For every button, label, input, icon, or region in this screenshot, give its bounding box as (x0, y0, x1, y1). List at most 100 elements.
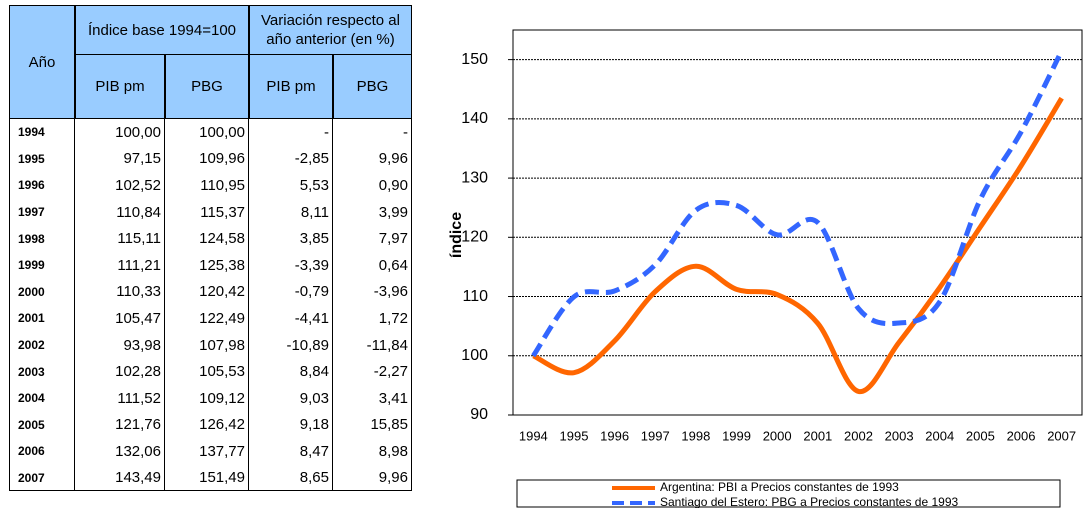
series-line (531, 49, 1064, 358)
year-cell: 2005 (9, 411, 75, 439)
year-cell: 1997 (9, 198, 75, 226)
x-tick-label: 2002 (844, 428, 873, 443)
value-cell: 121,76 (75, 411, 165, 439)
value-cell: 100,00 (75, 119, 165, 146)
year-cell: 2002 (9, 331, 75, 359)
x-tick-label: 2006 (1007, 428, 1036, 443)
value-cell: 105,47 (75, 305, 165, 332)
subheader-cell: PIB pm (75, 54, 165, 119)
year-cell: 1995 (9, 145, 75, 173)
value-cell: 5,53 (249, 172, 333, 199)
value-cell: -10,89 (249, 331, 333, 359)
x-tick-label: 2001 (803, 428, 832, 443)
year-cell: 2001 (9, 305, 75, 332)
value-cell: 7,97 (333, 225, 412, 252)
value-cell: 120,42 (165, 278, 249, 306)
header-cell: Índice base 1994=100 (75, 5, 249, 55)
legend-box (516, 479, 1061, 508)
x-tick-label: 1996 (600, 428, 629, 443)
value-cell: 8,98 (333, 438, 412, 465)
value-cell: - (249, 119, 333, 146)
value-cell: 143,49 (75, 464, 165, 492)
value-cell: 115,11 (75, 225, 165, 252)
value-cell: 110,95 (165, 172, 249, 199)
value-cell: 102,28 (75, 358, 165, 385)
x-tick-label: 2007 (1047, 428, 1076, 443)
value-cell: 8,11 (249, 198, 333, 226)
header-cell: Año (9, 5, 75, 119)
x-tick-label: 1998 (681, 428, 710, 443)
value-cell: -0,79 (249, 278, 333, 306)
value-cell: - (333, 119, 412, 146)
legend-label: Santiago del Estero: PBG a Precios const… (660, 495, 959, 508)
x-tick-label: 2000 (763, 428, 792, 443)
x-tick-label: 2004 (925, 428, 954, 443)
subheader-cell: PBG (165, 54, 249, 119)
value-cell: 124,58 (165, 225, 249, 252)
year-cell: 2006 (9, 438, 75, 465)
value-cell: -11,84 (333, 331, 412, 359)
value-cell: 8,65 (249, 464, 333, 492)
value-cell: 132,06 (75, 438, 165, 465)
y-tick-label: 120 (461, 229, 488, 246)
value-cell: 115,37 (165, 198, 249, 226)
x-tick-label: 1995 (560, 428, 589, 443)
y-tick-label: 100 (461, 347, 488, 364)
value-cell: 122,49 (165, 305, 249, 332)
value-cell: 110,84 (75, 198, 165, 226)
x-tick-label: 1999 (722, 428, 751, 443)
y-tick-label: 90 (470, 406, 488, 423)
value-cell: 102,52 (75, 172, 165, 199)
series-line (532, 96, 1064, 394)
value-cell: -3,39 (249, 252, 333, 279)
value-cell: 8,47 (249, 438, 333, 465)
header-cell: Variación respecto al año anterior (en %… (249, 5, 412, 55)
value-cell: 93,98 (75, 331, 165, 359)
value-cell: 110,33 (75, 278, 165, 306)
y-tick-label: 140 (461, 110, 488, 127)
value-cell: 8,84 (249, 358, 333, 385)
value-cell: 1,72 (333, 305, 412, 332)
value-cell: 3,85 (249, 225, 333, 252)
value-cell: 9,96 (333, 464, 412, 492)
value-cell: -2,27 (333, 358, 412, 385)
year-cell: 2003 (9, 358, 75, 385)
x-tick-label: 1994 (519, 428, 548, 443)
year-cell: 2000 (9, 278, 75, 306)
year-cell: 1998 (9, 225, 75, 252)
year-cell: 2004 (9, 385, 75, 412)
year-cell: 2007 (9, 464, 75, 492)
value-cell: 111,52 (75, 385, 165, 412)
y-tick-label: 130 (461, 169, 488, 186)
year-cell: 1999 (9, 252, 75, 279)
plot-area (512, 29, 1083, 416)
value-cell: 137,77 (165, 438, 249, 465)
value-cell: -2,85 (249, 145, 333, 173)
value-cell: 111,21 (75, 252, 165, 279)
value-cell: 0,90 (333, 172, 412, 199)
y-tick-label: 110 (462, 288, 488, 305)
x-tick-label: 2003 (885, 428, 914, 443)
year-cell: 1994 (9, 119, 75, 146)
value-cell: 9,03 (249, 385, 333, 412)
year-cell: 1996 (9, 172, 75, 199)
value-cell: 15,85 (333, 411, 412, 439)
y-tick-label: 150 (461, 51, 488, 68)
legend-label: Argentina: PBI a Precios constantes de 1… (660, 480, 899, 494)
value-cell: -4,41 (249, 305, 333, 332)
value-cell: 107,98 (165, 331, 249, 359)
value-cell: 0,64 (333, 252, 412, 279)
value-cell: 105,53 (165, 358, 249, 385)
x-tick-label: 2005 (966, 428, 995, 443)
value-cell: 151,49 (165, 464, 249, 492)
x-tick-label: 1997 (641, 428, 670, 443)
value-cell: -3,96 (333, 278, 412, 306)
value-cell: 3,99 (333, 198, 412, 226)
value-cell: 109,12 (165, 385, 249, 412)
value-cell: 97,15 (75, 145, 165, 173)
value-cell: 109,96 (165, 145, 249, 173)
value-cell: 100,00 (165, 119, 249, 146)
subheader-cell: PIB pm (249, 54, 333, 119)
